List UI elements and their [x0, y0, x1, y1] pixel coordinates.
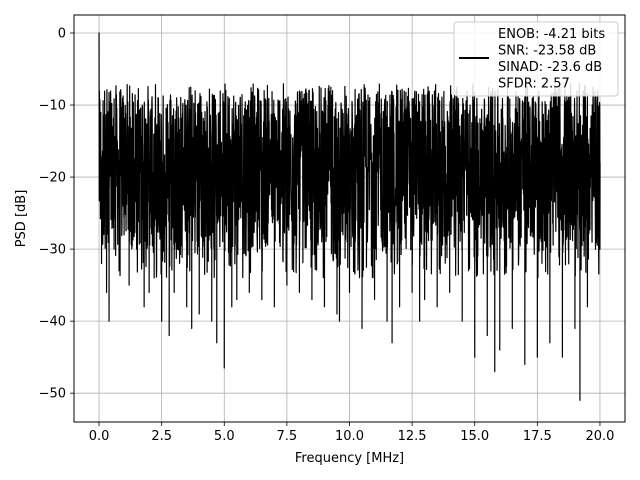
x-tick-label: 15.0 — [460, 429, 489, 444]
x-tick-label: 17.5 — [523, 429, 552, 444]
x-tick-label: 0.0 — [89, 429, 110, 444]
y-tick-label: −10 — [39, 99, 66, 114]
legend: ENOB: -4.21 bits SNR: -23.58 dB SINAD: -23… — [453, 21, 619, 97]
legend-box — [453, 21, 619, 97]
y-axis-title: PSD [dB] — [14, 190, 29, 248]
legend-label-line: SINAD: -23.6 dB — [498, 60, 602, 75]
y-tick-label: −40 — [39, 315, 66, 330]
x-tick-label: 5.0 — [214, 429, 235, 444]
x-axis-title: Frequency [MHz] — [295, 451, 404, 466]
y-tick-label: −20 — [39, 171, 66, 186]
psd-series-line — [98, 32, 601, 401]
axis-ticks: 0.0 2.5 5.0 7.5 10.0 12.5 15.0 17.5 20.0 0 −10 −20 −… — [39, 27, 615, 444]
legend-label: ENOB: -4.21 bits SNR: -23.58 dB SINAD: -23… — [498, 27, 605, 92]
series-layer — [98, 32, 601, 401]
y-tick-label: 0 — [58, 27, 66, 42]
x-tick-label: 2.5 — [151, 429, 172, 444]
x-tick-label: 20.0 — [585, 429, 614, 444]
y-tick-label: −50 — [39, 387, 66, 402]
legend-label-line: SNR: -23.58 dB — [498, 44, 596, 59]
legend-label-line: ENOB: -4.21 bits — [498, 27, 605, 42]
x-tick-label: 7.5 — [277, 429, 298, 444]
legend-label-line: SFDR: 2.57 — [498, 77, 570, 92]
x-tick-label: 10.0 — [335, 429, 364, 444]
y-tick-label: −30 — [39, 243, 66, 258]
x-tick-label: 12.5 — [398, 429, 427, 444]
